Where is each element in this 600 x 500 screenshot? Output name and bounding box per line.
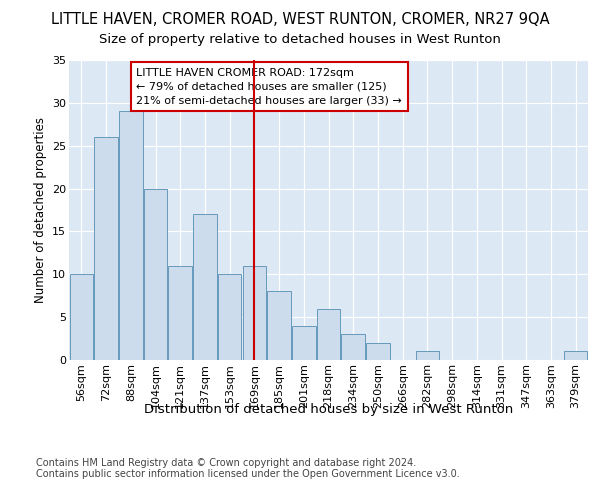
Bar [169,266,192,360]
Bar [193,214,217,360]
Bar [218,274,241,360]
Bar [268,292,291,360]
Bar [94,137,118,360]
Bar [317,308,340,360]
Text: Size of property relative to detached houses in West Runton: Size of property relative to detached ho… [99,32,501,46]
Bar [70,274,93,360]
Text: LITTLE HAVEN, CROMER ROAD, WEST RUNTON, CROMER, NR27 9QA: LITTLE HAVEN, CROMER ROAD, WEST RUNTON, … [50,12,550,28]
Bar [366,343,389,360]
Bar [144,188,167,360]
Bar [292,326,316,360]
Bar [564,352,587,360]
Bar [341,334,365,360]
Bar [416,352,439,360]
Text: Contains HM Land Registry data © Crown copyright and database right 2024.
Contai: Contains HM Land Registry data © Crown c… [36,458,460,479]
Text: LITTLE HAVEN CROMER ROAD: 172sqm
← 79% of detached houses are smaller (125)
21% : LITTLE HAVEN CROMER ROAD: 172sqm ← 79% o… [136,68,402,106]
Bar [119,112,143,360]
Text: Distribution of detached houses by size in West Runton: Distribution of detached houses by size … [144,402,514,415]
Y-axis label: Number of detached properties: Number of detached properties [34,117,47,303]
Bar [242,266,266,360]
